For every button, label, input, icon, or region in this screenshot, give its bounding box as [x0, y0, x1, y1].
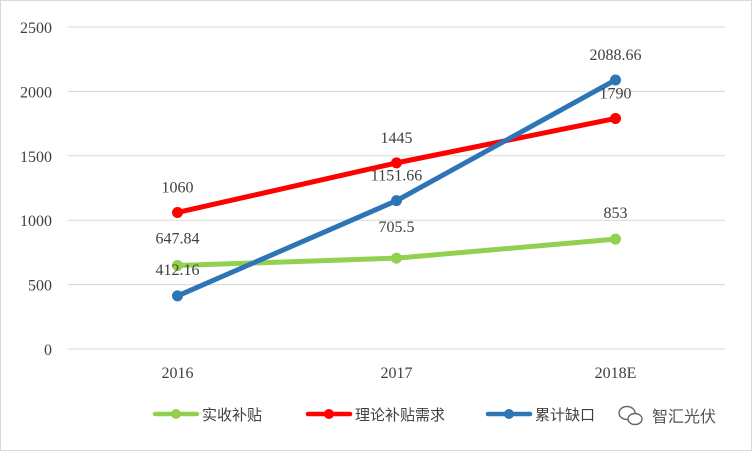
- data-point: [610, 74, 621, 86]
- data-point: [610, 112, 621, 124]
- data-label: 1790: [600, 85, 632, 102]
- data-labels: 647.84 705.5 853 1060 1445 1790 412.16 1151.66 2…: [156, 47, 642, 279]
- data-point: [391, 252, 402, 264]
- data-point: [172, 260, 183, 272]
- x-tick-label: 2018E: [595, 365, 637, 382]
- y-tick-label: 1500: [20, 149, 52, 166]
- legend-swatch-marker: [504, 409, 514, 419]
- y-tick-label: 500: [28, 278, 52, 295]
- series-layer: [172, 74, 621, 302]
- data-label: 1060: [162, 179, 194, 196]
- data-point: [391, 157, 402, 169]
- data-label: 1445: [381, 130, 413, 147]
- data-point: [172, 206, 183, 218]
- legend-label: 理论补贴需求: [355, 406, 445, 424]
- y-tick-label: 0: [44, 342, 52, 359]
- watermark: 智汇光伏: [618, 405, 716, 426]
- gridlines: [68, 26, 725, 350]
- data-label: 412.16: [156, 262, 200, 279]
- data-label: 647.84: [156, 231, 200, 248]
- y-tick-label: 2000: [20, 84, 52, 101]
- data-label: 705.5: [379, 219, 415, 236]
- y-axis-ticks: 0 500 1000 1500 2000 2500: [20, 20, 52, 359]
- wechat-icon: [618, 405, 643, 426]
- x-tick-label: 2016: [162, 365, 194, 382]
- data-label: 2088.66: [590, 47, 642, 64]
- data-point: [172, 290, 183, 302]
- watermark-text: 智汇光伏: [652, 407, 716, 426]
- legend-swatch-marker: [171, 409, 181, 419]
- y-tick-label: 2500: [20, 20, 52, 37]
- legend-label: 实收补贴: [202, 406, 262, 424]
- x-axis-ticks: 2016 2017 2018E: [162, 365, 637, 382]
- data-point: [391, 195, 402, 207]
- y-tick-label: 1000: [20, 213, 52, 230]
- x-tick-label: 2017: [381, 365, 413, 382]
- legend: 实收补贴 理论补贴需求 累计缺口: [152, 406, 595, 424]
- data-label: 853: [604, 205, 628, 222]
- data-label: 1151.66: [371, 168, 422, 185]
- data-point: [610, 233, 621, 245]
- legend-swatch-marker: [324, 409, 334, 419]
- legend-label: 累计缺口: [535, 406, 595, 424]
